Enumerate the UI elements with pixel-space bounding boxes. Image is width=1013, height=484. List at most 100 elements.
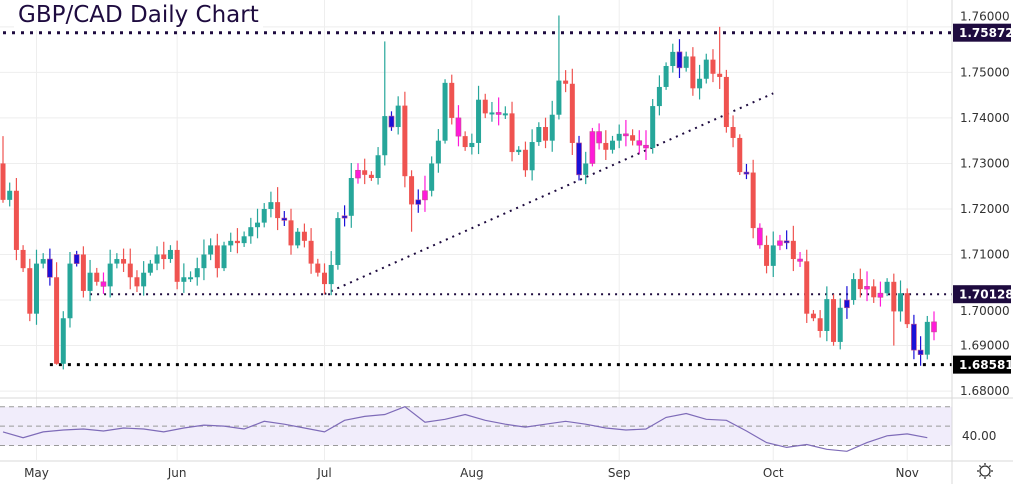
candle-body bbox=[556, 80, 562, 115]
candle-body bbox=[141, 272, 147, 287]
candle-body bbox=[743, 171, 750, 175]
rsi-axis-label: 40.00 bbox=[962, 429, 996, 443]
candle-body bbox=[904, 293, 910, 325]
candle-body bbox=[94, 272, 100, 282]
candle-body bbox=[435, 140, 441, 164]
candle-body bbox=[121, 259, 127, 264]
candle-body bbox=[864, 286, 870, 290]
candle-body bbox=[295, 231, 301, 246]
candle-body bbox=[697, 78, 703, 89]
candle-body bbox=[790, 240, 796, 260]
candle-body bbox=[415, 199, 422, 205]
candle-body bbox=[837, 307, 843, 342]
candle-body bbox=[543, 127, 549, 141]
candle-body bbox=[797, 258, 803, 262]
candle-body bbox=[703, 59, 709, 79]
level-label: 1.68581 bbox=[959, 358, 1013, 372]
candle-body bbox=[134, 277, 140, 287]
candle-body bbox=[167, 249, 173, 260]
candle-body bbox=[750, 172, 756, 229]
candle-body bbox=[824, 299, 830, 331]
candle-body bbox=[395, 105, 401, 128]
candle-body bbox=[288, 220, 294, 246]
candles bbox=[0, 15, 937, 370]
trendline bbox=[324, 92, 774, 296]
candle-body bbox=[0, 163, 6, 200]
candle-body bbox=[871, 286, 877, 298]
candle-body bbox=[409, 176, 415, 205]
candle-body bbox=[87, 272, 93, 291]
candle-body bbox=[321, 272, 327, 285]
level-label-box bbox=[953, 355, 1011, 374]
y-tick-label: 1.68000 bbox=[960, 384, 1010, 398]
candle-body bbox=[201, 254, 207, 269]
x-tick-label: Sep bbox=[608, 466, 631, 480]
candle-body bbox=[188, 277, 194, 280]
y-tick-label: 1.72000 bbox=[960, 202, 1010, 216]
candle-body bbox=[596, 131, 602, 144]
y-tick-label: 1.69000 bbox=[960, 339, 1010, 353]
candle-body bbox=[442, 82, 448, 141]
candle-body bbox=[449, 82, 455, 118]
candle-body bbox=[261, 208, 267, 223]
candle-body bbox=[643, 144, 649, 149]
x-tick-label: Oct bbox=[763, 466, 784, 480]
candle-body bbox=[569, 83, 575, 143]
candle-body bbox=[576, 142, 582, 176]
candle-body bbox=[710, 59, 716, 74]
candle-body bbox=[831, 299, 837, 342]
candle-body bbox=[308, 240, 314, 264]
candle-body bbox=[583, 163, 589, 175]
candle-body bbox=[127, 263, 133, 278]
candle-body bbox=[73, 254, 80, 264]
candle-body bbox=[616, 133, 622, 141]
candle-body bbox=[301, 231, 307, 241]
candle-body bbox=[844, 299, 850, 309]
candle-body bbox=[757, 227, 763, 246]
candle-body bbox=[315, 263, 321, 273]
candle-body bbox=[630, 135, 636, 141]
candle-body bbox=[730, 127, 736, 138]
candle-body bbox=[214, 245, 220, 269]
candle-body bbox=[476, 99, 482, 143]
candle-body bbox=[388, 115, 395, 128]
x-tick-label: Jun bbox=[167, 466, 187, 480]
candle-body bbox=[114, 259, 120, 264]
candle-body bbox=[884, 281, 890, 294]
candle-body bbox=[368, 174, 374, 179]
candle-body bbox=[54, 277, 60, 364]
candle-body bbox=[636, 140, 643, 146]
candle-body bbox=[268, 202, 274, 209]
candle-body bbox=[489, 112, 495, 115]
rsi-panel bbox=[0, 406, 952, 452]
candle-body bbox=[335, 218, 341, 265]
candle-body bbox=[924, 321, 930, 355]
candle-body bbox=[676, 51, 683, 69]
settings-gear-icon[interactable] bbox=[977, 463, 993, 479]
candle-body bbox=[248, 227, 254, 237]
level-label: 1.70128 bbox=[959, 288, 1013, 302]
candle-body bbox=[13, 190, 19, 250]
candle-body bbox=[851, 279, 857, 301]
candle-body bbox=[33, 263, 39, 314]
y-tick-label: 1.70000 bbox=[960, 304, 1010, 318]
candle-body bbox=[589, 131, 596, 164]
candle-body bbox=[234, 240, 240, 244]
candle-body bbox=[469, 142, 475, 148]
candle-body bbox=[656, 86, 662, 107]
candle-body bbox=[623, 133, 629, 137]
candle-body bbox=[777, 240, 783, 246]
grid bbox=[0, 0, 952, 460]
x-tick-label: Nov bbox=[895, 466, 918, 480]
candle-body bbox=[898, 293, 904, 312]
candle-body bbox=[194, 268, 200, 278]
y-tick-label: 1.75000 bbox=[960, 65, 1010, 79]
candle-body bbox=[690, 56, 696, 89]
candle-body bbox=[275, 202, 281, 219]
candle-body bbox=[529, 142, 535, 171]
candle-body bbox=[60, 318, 66, 364]
candle-body bbox=[770, 245, 776, 266]
candle-body bbox=[857, 279, 863, 290]
